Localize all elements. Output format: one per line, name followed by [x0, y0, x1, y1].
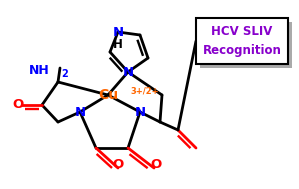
Bar	[196, 18, 288, 64]
Text: O: O	[150, 157, 162, 170]
Text: Recognition: Recognition	[202, 44, 281, 57]
Text: N: N	[74, 105, 86, 119]
Text: HCV SLIV: HCV SLIV	[211, 25, 273, 38]
Text: N: N	[122, 66, 134, 78]
Bar	[200, 22, 292, 68]
Text: N: N	[135, 105, 146, 119]
Text: Cu: Cu	[98, 88, 118, 102]
Text: N: N	[112, 26, 123, 39]
Text: NH: NH	[29, 64, 50, 77]
Text: H: H	[113, 37, 123, 50]
Text: 3+/2+: 3+/2+	[130, 87, 159, 95]
Text: O: O	[112, 157, 123, 170]
Text: 2: 2	[61, 69, 68, 79]
Text: O: O	[12, 98, 24, 112]
